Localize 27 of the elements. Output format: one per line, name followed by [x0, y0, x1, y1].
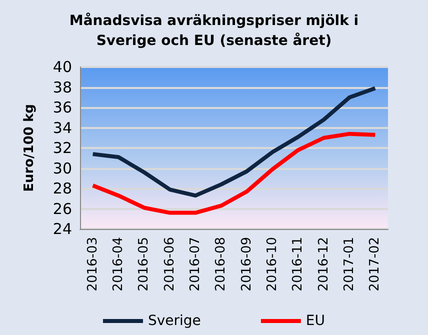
chart-title: Månadsvisa avräkningspriser mjölk i Sverige och EU (senaste året): [69, 12, 359, 49]
y-tick-label: 34: [52, 118, 72, 137]
y-tick-label: 36: [52, 98, 72, 116]
y-axis-title: Euro/100 kg: [22, 104, 37, 192]
x-tick-label: 2016-12: [316, 237, 332, 292]
x-tick-label: 2016-03: [85, 237, 100, 292]
y-tick-label: 30: [52, 159, 72, 178]
x-tick-label: 2016-07: [188, 237, 203, 292]
x-tick-label: 2016-09: [239, 237, 254, 292]
x-tick-label: 2016-04: [111, 237, 126, 292]
legend-label: Sverige: [148, 313, 201, 329]
y-tick-label: 40: [52, 58, 72, 76]
y-tick-label: 26: [52, 200, 72, 218]
x-tick-label: 2016-10: [265, 237, 280, 292]
y-tick-label: 24: [52, 220, 72, 238]
y-tick-label: 32: [52, 139, 72, 157]
y-tick-label: 28: [52, 180, 72, 198]
x-tick-label: 2016-05: [136, 237, 152, 292]
line-series: [90, 132, 378, 215]
x-tick-label: 2017-02: [368, 237, 383, 292]
x-tick-label: 2016-08: [214, 237, 229, 292]
y-tick-label: 38: [52, 78, 72, 96]
x-tick-label: 2016-06: [162, 237, 178, 292]
line-series: [90, 86, 378, 198]
x-tick-label: 2016-11: [290, 237, 306, 292]
x-tick-label: 2017-01: [342, 237, 357, 292]
legend-label: EU: [306, 313, 326, 329]
